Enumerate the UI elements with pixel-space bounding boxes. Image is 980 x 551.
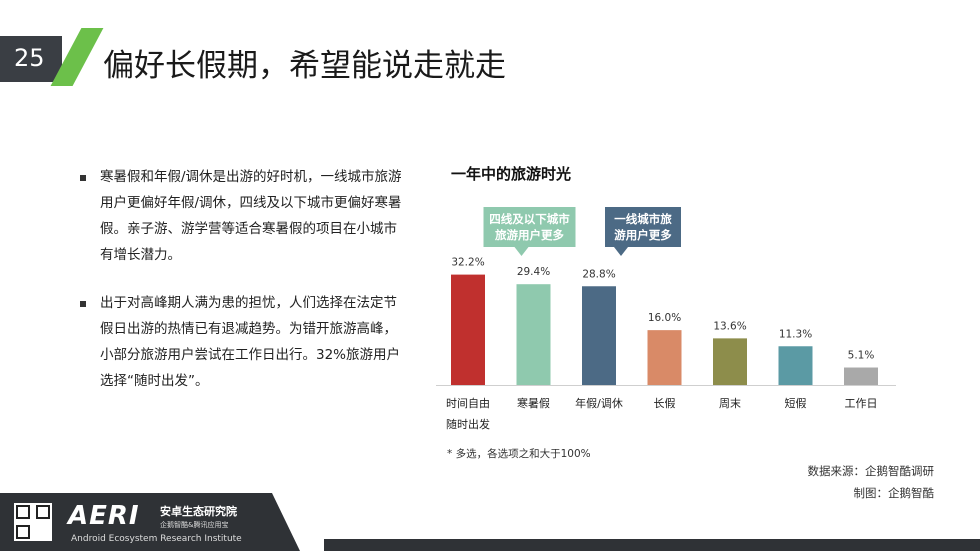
- chart-credit: 制图：企鹅智酷: [853, 486, 935, 500]
- data-label: 16.0%: [648, 312, 681, 324]
- data-label: 13.6%: [713, 320, 746, 332]
- bar: [516, 284, 551, 385]
- page-number: 25: [14, 44, 45, 72]
- bar: [647, 330, 682, 385]
- category-label: 工作日: [845, 397, 878, 410]
- callout-box: [605, 207, 681, 247]
- bar: [778, 346, 813, 385]
- page-title: 偏好长假期，希望能说走就走: [103, 48, 506, 84]
- org-name-en: Android Ecosystem Research Institute: [71, 534, 242, 544]
- callout-text: 四线及以下城市: [489, 212, 570, 226]
- category-label: 寒暑假: [517, 396, 550, 410]
- bar: [582, 286, 616, 385]
- category-label: 短假: [785, 396, 807, 410]
- page-number-badge: 25: [0, 36, 62, 82]
- callout-text: 游用户更多: [614, 228, 672, 242]
- data-label: 32.2%: [451, 257, 484, 269]
- bullet-list: 寒暑假和年假/调休是出游的好时机，一线城市旅游用户更偏好年假/调休，四线及以下城…: [78, 164, 408, 416]
- footer-bar: [324, 539, 980, 551]
- bar: [451, 274, 485, 385]
- bar: [844, 367, 878, 385]
- callout-box: [483, 207, 576, 247]
- bar: [713, 338, 747, 385]
- footnote: * 多选，各选项之和大于100%: [447, 448, 591, 460]
- org-subtitle: 企鹅智酷&腾讯应用宝: [160, 521, 229, 529]
- bullet-item: 出于对高峰期人满为患的担忧，人们选择在法定节假日出游的热情已有退减趋势。为错开旅…: [78, 290, 408, 394]
- org-name-cn: 安卓生态研究院: [160, 505, 237, 518]
- callout-text: 旅游用户更多: [495, 228, 564, 242]
- callout-text: 一线城市旅: [614, 212, 672, 226]
- bullet-item: 寒暑假和年假/调休是出游的好时机，一线城市旅游用户更偏好年假/调休，四线及以下城…: [78, 164, 408, 268]
- callout-pointer: [614, 247, 628, 256]
- data-source: 数据来源：企鹅智酷调研: [807, 464, 935, 478]
- category-label: 年假/调休: [575, 396, 623, 410]
- callout-pointer: [514, 247, 529, 256]
- data-label: 11.3%: [779, 328, 812, 340]
- category-label: 长假: [654, 396, 676, 410]
- data-label: 5.1%: [848, 350, 875, 362]
- qr-code-icon: [14, 503, 52, 541]
- category-label: 随时出发: [446, 417, 490, 431]
- category-label: 周末: [719, 396, 741, 410]
- data-label: 29.4%: [517, 266, 550, 278]
- category-label: 时间自由: [446, 396, 490, 410]
- chart-title: 一年中的旅游时光: [451, 165, 572, 183]
- aeri-logo: AERI: [68, 501, 140, 531]
- data-label: 28.8%: [582, 268, 615, 280]
